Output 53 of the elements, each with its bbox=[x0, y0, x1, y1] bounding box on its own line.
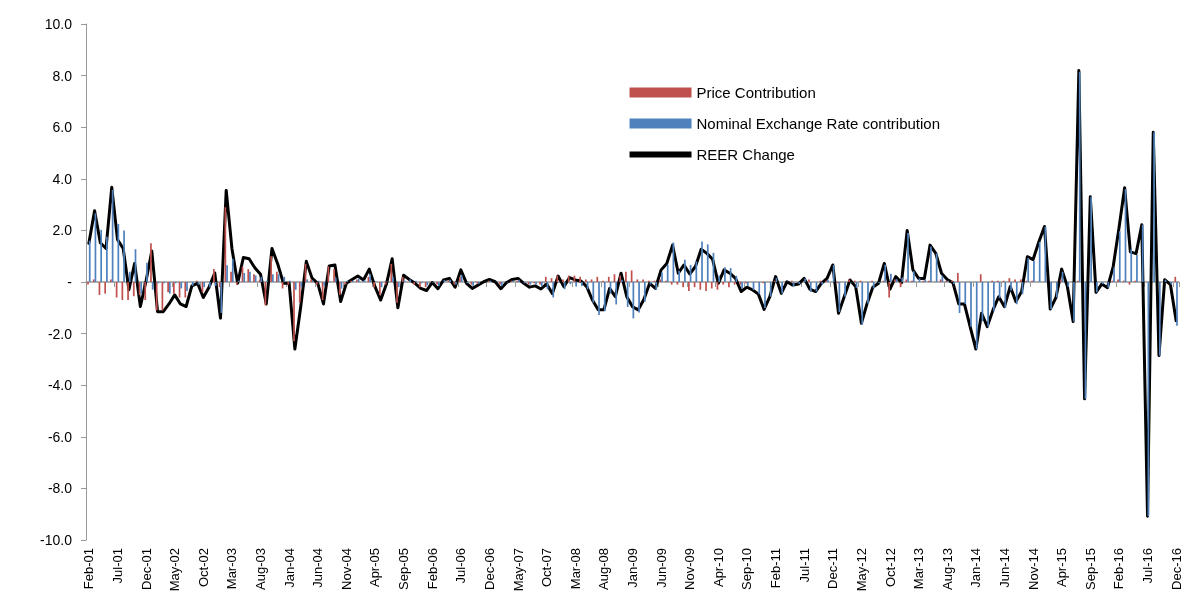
x-tick-label: Jun-14 bbox=[996, 548, 1012, 588]
x-tick-label: Dec-01 bbox=[138, 548, 154, 590]
x-tick-label: Mar-03 bbox=[224, 548, 240, 590]
x-tick-label: Feb-11 bbox=[768, 548, 784, 589]
legend-label: Price Contribution bbox=[696, 84, 816, 101]
x-tick-label: Sep-05 bbox=[396, 548, 412, 590]
x-tick-label: Dec-11 bbox=[825, 548, 841, 589]
x-tick-label: May-02 bbox=[167, 548, 183, 592]
y-tick-label: -2.0 bbox=[47, 325, 73, 342]
y-tick-label: - bbox=[67, 274, 73, 290]
x-tick-label: Feb-16 bbox=[1111, 548, 1127, 590]
x-tick-label: Apr-10 bbox=[710, 548, 726, 588]
y-tick-label: -6.0 bbox=[47, 428, 73, 445]
x-tick-label: Jul-11 bbox=[796, 548, 812, 583]
y-tick-label: -4.0 bbox=[47, 377, 73, 394]
x-tick-label: Jul-01 bbox=[109, 548, 125, 584]
x-tick-label: Jun-04 bbox=[310, 548, 326, 588]
y-tick-label: -10.0 bbox=[40, 532, 73, 548]
y-tick-label: -8.0 bbox=[47, 480, 73, 497]
x-tick-label: Dec-06 bbox=[481, 548, 497, 590]
x-tick-label: Nov-09 bbox=[682, 548, 698, 590]
x-tick-label: Aug-13 bbox=[939, 548, 955, 590]
x-tick-label: Apr-15 bbox=[1054, 548, 1070, 588]
x-tick-label: Apr-05 bbox=[367, 548, 383, 588]
x-tick-label: Feb-06 bbox=[424, 548, 440, 590]
x-tick-label: Aug-08 bbox=[596, 548, 612, 590]
x-tick-label: Jan-04 bbox=[281, 548, 297, 588]
x-tick-label: Oct-02 bbox=[195, 548, 211, 588]
x-tick-label: Dec-16 bbox=[1168, 548, 1184, 590]
y-tick-label: 2.0 bbox=[52, 222, 73, 239]
x-tick-label: May-12 bbox=[853, 548, 869, 592]
x-tick-label: Aug-03 bbox=[253, 548, 269, 590]
x-tick-label: Feb-01 bbox=[81, 548, 97, 590]
x-tick-label: Jun-09 bbox=[653, 548, 669, 588]
legend-label: Nominal Exchange Rate contribution bbox=[696, 115, 941, 132]
x-tick-label: May-07 bbox=[510, 548, 526, 592]
x-tick-label: Jan-09 bbox=[625, 548, 640, 588]
x-tick-label: Oct-07 bbox=[539, 548, 555, 588]
x-tick-label: Mar-13 bbox=[911, 548, 927, 590]
x-tick-label: Sep-10 bbox=[739, 548, 755, 590]
y-tick-label: 10.0 bbox=[44, 16, 73, 32]
x-tick-label: Jul-16 bbox=[1140, 548, 1156, 584]
x-tick-label: Mar-08 bbox=[567, 548, 583, 590]
x-tick-label: Sep-15 bbox=[1082, 548, 1098, 590]
x-tick-label: Nov-14 bbox=[1025, 548, 1041, 590]
x-tick-label: Jul-06 bbox=[453, 548, 469, 584]
y-tick-label: 4.0 bbox=[52, 170, 73, 187]
y-tick-label: 6.0 bbox=[52, 119, 73, 136]
x-tick-label: Nov-04 bbox=[338, 548, 354, 590]
x-tick-label: Jan-14 bbox=[968, 548, 984, 588]
legend-label: REER Change bbox=[696, 146, 795, 163]
y-tick-label: 8.0 bbox=[52, 67, 73, 84]
x-tick-label: Oct-12 bbox=[882, 548, 898, 588]
